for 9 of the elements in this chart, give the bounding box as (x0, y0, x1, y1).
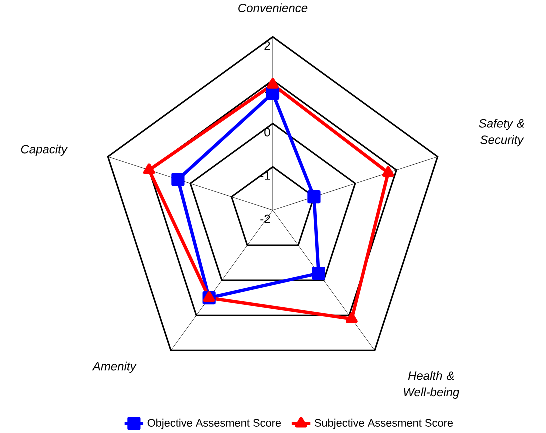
spoke-label: Safety & Security (479, 119, 524, 147)
y-tick-label: -2 (260, 214, 270, 224)
spoke-label: Amenity (92, 362, 137, 374)
y-tick-label: -1 (260, 172, 270, 180)
spoke-label: Health & Well-being (404, 371, 460, 400)
spoke-label: Convenience (238, 4, 308, 13)
spoke-label: Capacity (21, 144, 68, 156)
legend-label: Subjective Assesment Score (314, 418, 454, 430)
legend-label: Objective Assesment Score (148, 418, 282, 430)
